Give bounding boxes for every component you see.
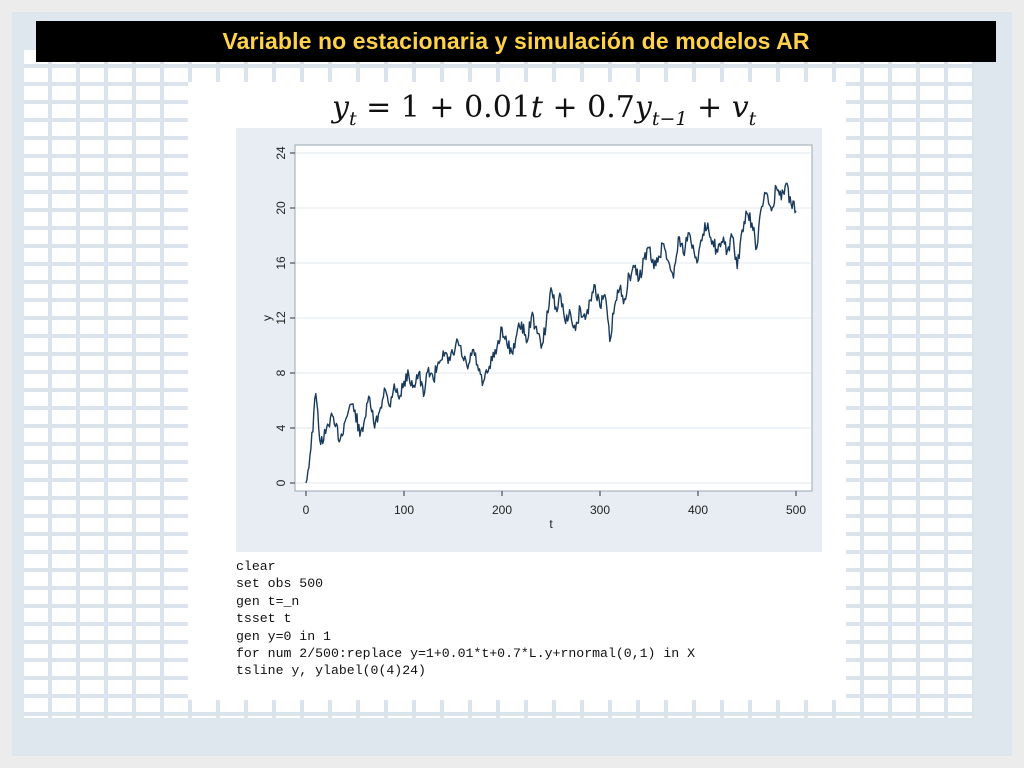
chart-panel: 0 4 8 12 16 20 24 0 100 200 300 400 500 t y [236, 128, 822, 552]
y-tick-label: 4 [274, 424, 288, 431]
series-line-y [305, 182, 797, 484]
equation-constant-trend: = 1 + 0.01 [356, 90, 531, 125]
equation-lag-y: y [634, 90, 652, 125]
x-tick-label: 100 [394, 503, 414, 517]
y-axis-label: y [260, 315, 274, 321]
grid-lines [296, 152, 811, 484]
equation-v-subscript: t [748, 108, 757, 130]
x-axis: 0 100 200 300 400 500 [303, 491, 806, 517]
time-series-chart: 0 4 8 12 16 20 24 0 100 200 300 400 500 t y [260, 144, 813, 531]
model-equation: yt = 1 + 0.01t + 0.7yt−1 + vt [332, 86, 756, 130]
x-tick-label: 200 [492, 503, 512, 517]
equation-y-subscript: t [348, 108, 357, 130]
code-line: gen y=0 in 1 [236, 628, 331, 644]
y-tick-label: 8 [274, 369, 288, 376]
y-tick-label: 16 [274, 256, 288, 270]
code-line: for num 2/500:replace y=1+0.01*t+0.7*L.y… [236, 646, 695, 662]
y-tick-label: 12 [274, 311, 288, 325]
code-line: gen t=_n [236, 593, 300, 609]
equation-t: t [530, 90, 543, 125]
x-tick-label: 300 [590, 503, 610, 517]
code-line: tsline y, ylabel(0(4)24) [236, 663, 426, 679]
slide-title: Variable no estacionaria y simulación de… [222, 28, 810, 54]
x-tick-label: 0 [303, 503, 310, 517]
y-tick-label: 0 [274, 479, 288, 486]
x-tick-label: 400 [688, 503, 708, 517]
y-tick-label: 20 [274, 201, 288, 215]
y-tick-label: 24 [274, 146, 288, 160]
x-tick-label: 500 [786, 503, 806, 517]
equation-ar-coefficient: + 0.7 [542, 90, 635, 125]
code-line: set obs 500 [236, 576, 324, 592]
title-bar: Variable no estacionaria y simulación de… [36, 21, 996, 62]
equation-plus: + [687, 90, 732, 125]
equation-lag-subscript: t−1 [651, 108, 688, 130]
equation-v: v [731, 90, 749, 125]
code-line: tsset t [236, 611, 292, 627]
equation-y: y [332, 90, 349, 125]
x-axis-label: t [549, 517, 553, 531]
y-axis: 0 4 8 12 16 20 24 [274, 146, 295, 486]
code-line: clear [236, 559, 276, 574]
